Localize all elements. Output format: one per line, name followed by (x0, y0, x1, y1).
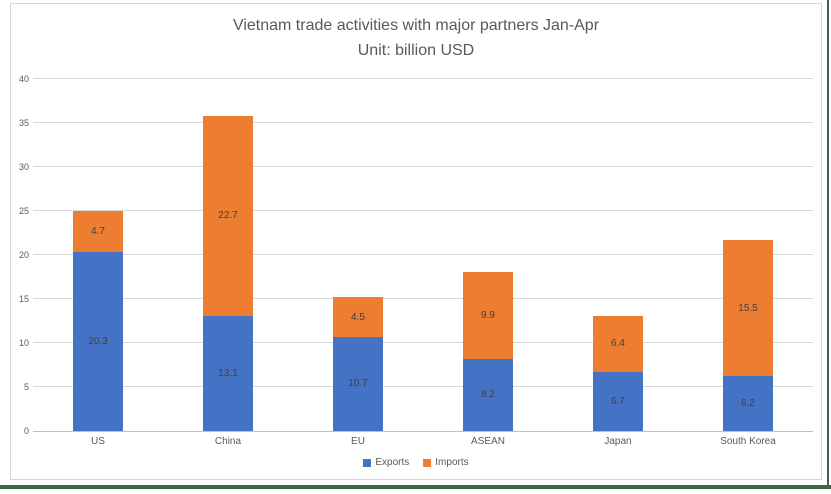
bar-value-label: 13.1 (218, 367, 238, 379)
x-tick-label-south-korea: South Korea (720, 436, 776, 447)
y-tick-label: 40 (18, 74, 29, 84)
x-tick-label-china: China (214, 436, 242, 447)
chart-title: Vietnam trade activities with major part… (11, 13, 821, 63)
bar-segment-exports-south-korea: 6.2 (723, 376, 773, 431)
y-axis: 0 5 10 15 20 25 30 35 40 (13, 74, 29, 436)
x-tick-label-eu: EU (351, 436, 365, 447)
bar-segment-exports-us: 20.3 (73, 252, 123, 431)
gridline (33, 342, 813, 343)
window-edge-bottom (0, 485, 831, 489)
bar-segment-imports-south-korea: 15.5 (723, 240, 773, 377)
legend-label: Exports (375, 457, 410, 468)
legend-swatch-exports (363, 458, 372, 467)
bar-segment-exports-japan: 6.7 (593, 372, 643, 431)
y-tick-label: 30 (18, 162, 29, 172)
bar-value-label: 6.7 (611, 396, 625, 408)
bar-segment-imports-asean: 9.9 (463, 271, 513, 359)
x-axis-line (33, 431, 813, 432)
bar-value-label: 4.5 (351, 311, 365, 323)
gridline (33, 298, 813, 299)
bar-value-label: 8.2 (481, 389, 495, 401)
bar-segment-imports-china: 22.7 (203, 115, 253, 316)
bar-segment-exports-asean: 8.2 (463, 358, 513, 431)
gridline (33, 210, 813, 211)
bar-value-label: 6.4 (611, 338, 625, 350)
bar-segment-exports-china: 13.1 (203, 315, 253, 431)
bar-value-label: 10.7 (348, 378, 368, 390)
bar-segment-exports-eu: 10.7 (333, 336, 383, 431)
bar-value-label: 15.5 (738, 302, 758, 314)
bar-value-label: 9.9 (481, 309, 495, 321)
gridline (33, 254, 813, 255)
chart-legend: Exports Imports (11, 457, 821, 468)
x-axis: US China EU ASEAN Japan South Korea (33, 436, 813, 450)
bar-value-label: 20.3 (88, 336, 108, 348)
gridline (33, 122, 813, 123)
y-tick-label: 5 (23, 382, 29, 392)
plot-area: 20.3 4.7 13.1 22.7 10.7 4.5 8.2 9.9 6.7 6.4 6.2 15.… (33, 78, 813, 432)
bar-segment-imports-us: 4.7 (73, 211, 123, 253)
window-edge-right (827, 0, 829, 487)
y-tick-label: 25 (18, 206, 29, 216)
legend-item-exports: Exports (363, 457, 409, 468)
x-tick-label-us: US (91, 436, 105, 447)
chart-title-line2: Unit: billion USD (357, 42, 475, 59)
chart-container: Vietnam trade activities with major part… (10, 3, 822, 480)
y-tick-label: 20 (18, 250, 29, 260)
y-tick-label: 35 (18, 118, 29, 128)
gridline (33, 386, 813, 387)
gridline (33, 166, 813, 167)
legend-label: Imports (435, 457, 469, 468)
y-tick-label: 10 (18, 338, 29, 348)
x-tick-label-asean: ASEAN (471, 436, 505, 447)
bar-value-label: 4.7 (91, 226, 105, 238)
x-tick-label-japan: Japan (604, 436, 632, 447)
y-tick-label: 0 (23, 426, 29, 436)
legend-swatch-imports (423, 458, 432, 467)
bar-segment-imports-japan: 6.4 (593, 315, 643, 373)
chart-title-line1: Vietnam trade activities with major part… (232, 17, 600, 34)
bar-value-label: 22.7 (218, 210, 238, 222)
legend-item-imports: Imports (423, 457, 469, 468)
bar-value-label: 6.2 (741, 398, 755, 410)
gridline (33, 78, 813, 79)
y-tick-label: 15 (18, 294, 29, 304)
bar-segment-imports-eu: 4.5 (333, 297, 383, 337)
